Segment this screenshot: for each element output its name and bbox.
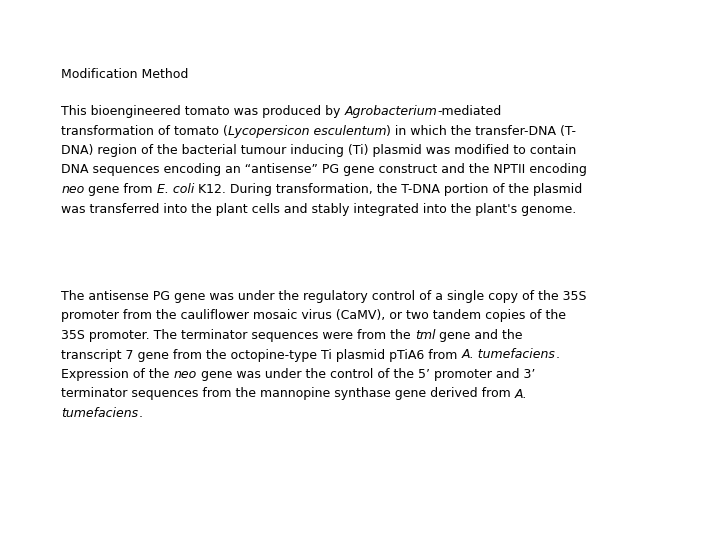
Text: K12. During transformation, the T-DNA portion of the plasmid: K12. During transformation, the T-DNA po… (194, 183, 582, 196)
Text: Modification Method: Modification Method (61, 68, 189, 81)
Text: Expression of the: Expression of the (61, 368, 174, 381)
Text: tumefaciens: tumefaciens (61, 407, 138, 420)
Text: Agrobacterium: Agrobacterium (345, 105, 437, 118)
Text: DNA) region of the bacterial tumour inducing (Ti) plasmid was modified to contai: DNA) region of the bacterial tumour indu… (61, 144, 577, 157)
Text: 35S promoter. The terminator sequences were from the: 35S promoter. The terminator sequences w… (61, 329, 415, 342)
Text: .: . (138, 407, 143, 420)
Text: -mediated: -mediated (437, 105, 502, 118)
Text: Lycopersicon esculentum: Lycopersicon esculentum (228, 125, 387, 138)
Text: This bioengineered tomato was produced by: This bioengineered tomato was produced b… (61, 105, 345, 118)
Text: A. tumefaciens: A. tumefaciens (462, 348, 555, 361)
Text: was transferred into the plant cells and stably integrated into the plant's geno: was transferred into the plant cells and… (61, 202, 577, 215)
Text: neo: neo (174, 368, 197, 381)
Text: A.: A. (515, 388, 528, 401)
Text: gene from: gene from (84, 183, 157, 196)
Text: transformation of tomato (: transformation of tomato ( (61, 125, 228, 138)
Text: DNA sequences encoding an “antisense” PG gene construct and the NPTII encoding: DNA sequences encoding an “antisense” PG… (61, 164, 587, 177)
Text: promoter from the cauliflower mosaic virus (CaMV), or two tandem copies of the: promoter from the cauliflower mosaic vir… (61, 309, 566, 322)
Text: .: . (555, 348, 559, 361)
Text: terminator sequences from the mannopine synthase gene derived from: terminator sequences from the mannopine … (61, 388, 515, 401)
Text: The antisense PG gene was under the regulatory control of a single copy of the 3: The antisense PG gene was under the regu… (61, 290, 587, 303)
Text: transcript 7 gene from the octopine-type Ti plasmid pTiA6 from: transcript 7 gene from the octopine-type… (61, 348, 462, 361)
Text: E. coli: E. coli (157, 183, 194, 196)
Text: gene and the: gene and the (436, 329, 523, 342)
Text: tml: tml (415, 329, 436, 342)
Text: ) in which the transfer-DNA (T-: ) in which the transfer-DNA (T- (387, 125, 577, 138)
Text: gene was under the control of the 5’ promoter and 3’: gene was under the control of the 5’ pro… (197, 368, 535, 381)
Text: neo: neo (61, 183, 84, 196)
